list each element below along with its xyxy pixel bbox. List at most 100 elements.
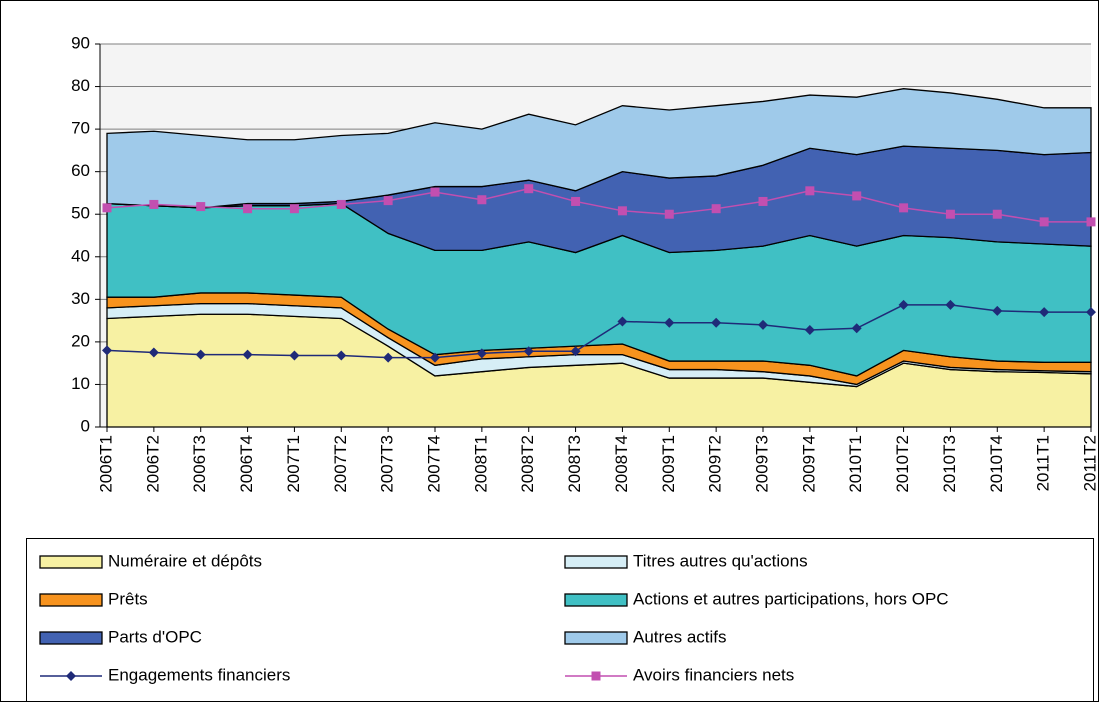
legend-label: Numéraire et dépôts <box>108 551 262 570</box>
x-tick-label: 2006T1 <box>96 435 115 493</box>
point <box>102 345 112 356</box>
point <box>289 350 300 361</box>
x-tick-label: 2009T1 <box>659 435 678 493</box>
x-tick-label: 2008T2 <box>518 435 537 493</box>
point <box>899 203 909 213</box>
point <box>242 349 253 360</box>
point <box>805 186 815 196</box>
x-tick-label: 2007T4 <box>424 435 443 493</box>
point <box>149 199 159 209</box>
x-tick-label: 2010T1 <box>846 435 865 493</box>
x-tick-label: 2009T4 <box>799 435 818 493</box>
point <box>430 352 440 363</box>
x-tick-label: 2011T1 <box>1034 435 1053 491</box>
legend-item: Numéraire et dépôts <box>39 551 262 570</box>
x-tick-label: 2008T1 <box>471 435 490 493</box>
x-tick-label: 2008T4 <box>612 435 631 493</box>
x-tick-label: 2008T3 <box>565 435 584 493</box>
x-tick-label: 2007T1 <box>284 435 303 493</box>
line <box>106 187 1091 223</box>
y-tick-label: 30 <box>71 289 90 308</box>
x-tick-label: 2011T2 <box>1080 435 1099 491</box>
point <box>476 348 487 359</box>
point <box>852 191 862 201</box>
x-tick-label: 2006T2 <box>143 435 162 493</box>
point <box>711 317 722 328</box>
legend-swatch <box>564 593 628 607</box>
legend-label: Titres autres qu'actions <box>633 551 808 570</box>
point <box>992 305 1003 316</box>
y-tick-label: 60 <box>71 161 90 180</box>
x-tick-label: 2010T3 <box>940 435 959 493</box>
point <box>1086 307 1096 318</box>
area <box>106 88 1092 209</box>
legend-label: Actions et autres participations, hors O… <box>633 589 949 608</box>
point <box>1039 217 1049 227</box>
legend-swatch <box>39 631 103 645</box>
y-tick-label: 20 <box>71 331 90 350</box>
legend-label: Avoirs financiers nets <box>633 665 794 684</box>
legend-label: Autres actifs <box>633 627 727 646</box>
point <box>336 199 346 209</box>
point <box>758 319 768 330</box>
legend-box <box>26 538 1094 702</box>
line <box>106 304 1091 359</box>
x-tick-label: 2007T2 <box>331 435 350 493</box>
legend-swatch <box>564 631 628 645</box>
point <box>195 349 206 360</box>
point <box>945 209 955 219</box>
point <box>289 204 299 214</box>
point <box>617 206 627 216</box>
point <box>617 316 628 327</box>
point <box>570 346 581 357</box>
y-tick-label: 50 <box>71 204 90 223</box>
point <box>851 323 862 334</box>
point <box>711 204 721 214</box>
point <box>524 184 534 194</box>
legend-label: Engagements financiers <box>108 665 290 684</box>
point <box>571 196 581 206</box>
point <box>430 187 440 197</box>
legend-item: Parts d'OPC <box>39 627 202 646</box>
x-tick-label: 2009T2 <box>706 435 725 493</box>
point <box>1039 307 1050 318</box>
legend-item: Titres autres qu'actions <box>564 551 808 570</box>
legend-item: Actions et autres participations, hors O… <box>564 589 949 608</box>
point <box>66 671 76 681</box>
point <box>804 324 815 335</box>
point <box>148 347 159 358</box>
legend-label: Parts d'OPC <box>108 627 202 646</box>
point <box>102 203 112 213</box>
y-tick-label: 70 <box>71 119 90 138</box>
point <box>945 299 956 310</box>
point <box>523 346 534 357</box>
point <box>664 209 674 219</box>
y-tick-label: 10 <box>71 374 90 393</box>
legend-item: Prêts <box>39 589 148 608</box>
y-tick-label: 90 <box>71 33 90 52</box>
point <box>664 317 675 328</box>
x-tick-label: 2009T3 <box>752 435 771 493</box>
point <box>591 671 601 681</box>
x-tick-label: 2006T4 <box>237 435 256 493</box>
point <box>477 195 487 205</box>
x-tick-label: 2006T3 <box>190 435 209 493</box>
legend-swatch <box>39 555 103 569</box>
legend-swatch <box>564 555 628 569</box>
legend-swatch <box>39 593 103 607</box>
point <box>383 352 394 363</box>
y-tick-label: 40 <box>71 246 90 265</box>
point <box>992 209 1002 219</box>
y-tick-label: 0 <box>81 416 90 435</box>
point <box>336 350 347 361</box>
point <box>196 202 206 212</box>
point <box>383 196 393 206</box>
x-tick-label: 2010T2 <box>893 435 912 493</box>
y-tick-label: 80 <box>71 76 90 95</box>
point <box>243 204 253 214</box>
point <box>1086 217 1096 227</box>
point <box>758 196 768 206</box>
x-tick-label: 2007T3 <box>378 435 397 493</box>
legend-label: Prêts <box>108 589 148 608</box>
